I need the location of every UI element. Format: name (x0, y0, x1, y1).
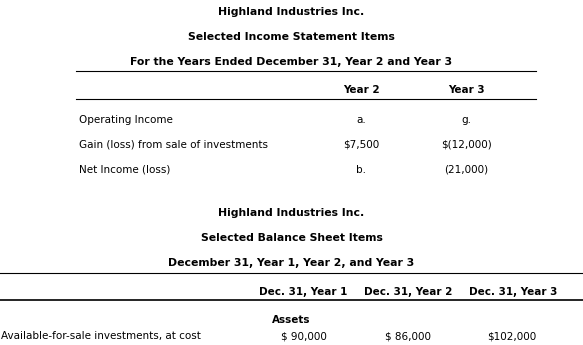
Text: $ 86,000: $ 86,000 (385, 332, 431, 342)
Text: Highland Industries Inc.: Highland Industries Inc. (219, 208, 364, 218)
Text: Available-for-sale investments, at cost: Available-for-sale investments, at cost (1, 332, 201, 342)
Text: $ 90,000: $ 90,000 (280, 332, 326, 342)
Text: Operating Income: Operating Income (79, 115, 173, 125)
Text: $102,000: $102,000 (487, 332, 536, 342)
Text: a.: a. (357, 115, 366, 125)
Text: Dec. 31, Year 3: Dec. 31, Year 3 (469, 287, 557, 297)
Text: Gain (loss) from sale of investments: Gain (loss) from sale of investments (79, 140, 268, 150)
Text: Highland Industries Inc.: Highland Industries Inc. (219, 7, 364, 17)
Text: Assets: Assets (272, 315, 311, 325)
Text: Net Income (loss): Net Income (loss) (79, 165, 170, 175)
Text: b.: b. (356, 165, 367, 175)
Text: Dec. 31, Year 2: Dec. 31, Year 2 (364, 287, 452, 297)
Text: Dec. 31, Year 1: Dec. 31, Year 1 (259, 287, 347, 297)
Text: Year 2: Year 2 (343, 85, 380, 95)
Text: December 31, Year 1, Year 2, and Year 3: December 31, Year 1, Year 2, and Year 3 (168, 258, 415, 268)
Text: Year 3: Year 3 (448, 85, 484, 95)
Text: $(12,000): $(12,000) (441, 140, 492, 150)
Text: g.: g. (461, 115, 472, 125)
Text: Selected Income Statement Items: Selected Income Statement Items (188, 32, 395, 42)
Text: (21,000): (21,000) (444, 165, 489, 175)
Text: $7,500: $7,500 (343, 140, 380, 150)
Text: For the Years Ended December 31, Year 2 and Year 3: For the Years Ended December 31, Year 2 … (131, 57, 452, 67)
Text: Selected Balance Sheet Items: Selected Balance Sheet Items (201, 233, 382, 243)
